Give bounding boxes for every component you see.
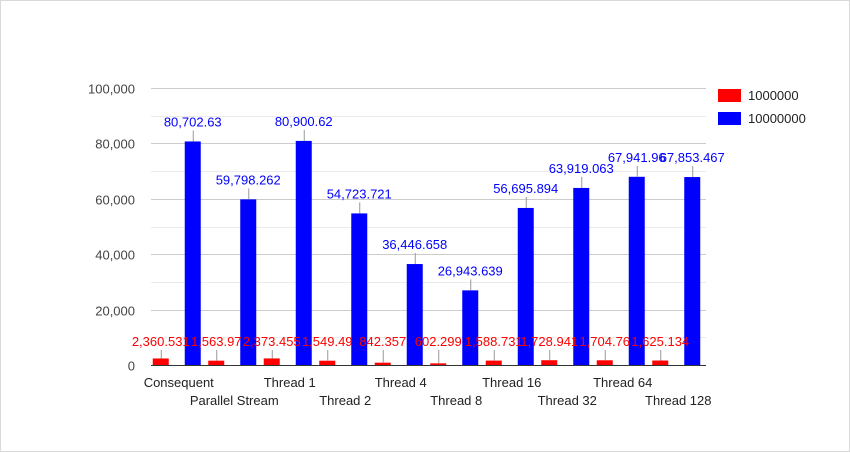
bar: [573, 187, 590, 365]
data-label: 602.299: [415, 334, 462, 349]
bar: [517, 207, 534, 365]
bar: [406, 264, 423, 365]
bar: [462, 290, 479, 365]
data-label: 80,702.63: [164, 114, 222, 129]
y-tick-label: 60,000: [95, 193, 135, 208]
bar: [628, 176, 645, 365]
data-label: 1,563.97: [191, 334, 242, 349]
bar: [184, 141, 201, 365]
bar: [652, 360, 669, 365]
bar: [240, 199, 257, 365]
bar: [351, 213, 368, 365]
y-tick-label: 0: [128, 359, 135, 374]
y-tick-label: 40,000: [95, 248, 135, 263]
bar: [374, 362, 391, 365]
x-tick-label: Consequent: [144, 375, 214, 390]
data-label: 1,588.731: [465, 334, 523, 349]
x-tick-label: Parallel Stream: [190, 393, 279, 408]
data-label: 2,360.531: [132, 334, 190, 349]
bar: [541, 360, 558, 365]
x-tick-label: Thread 2: [319, 393, 371, 408]
data-label: 26,943.639: [438, 263, 503, 278]
data-label: 56,695.894: [493, 181, 558, 196]
data-label: 1,704.76: [579, 334, 630, 349]
x-tick-label: Thread 8: [430, 393, 482, 408]
bar: [319, 360, 336, 365]
data-label: 67,941.96: [608, 150, 666, 165]
legend-swatch: [718, 89, 741, 102]
x-tick-label: Thread 64: [593, 375, 652, 390]
data-label: 36,446.658: [382, 237, 447, 252]
data-label: 1,549.49: [302, 334, 353, 349]
legend-label: 1000000: [748, 88, 799, 103]
bar: [263, 358, 280, 365]
data-label: 67,853.467: [660, 150, 725, 165]
bar: [430, 363, 447, 365]
bar: [208, 360, 225, 365]
data-label: 63,919.063: [549, 161, 614, 176]
data-label: 80,900.62: [275, 114, 333, 129]
data-label: 1,625.134: [631, 334, 689, 349]
x-tick-label: Thread 128: [645, 393, 712, 408]
data-label: 1,728.941: [520, 334, 578, 349]
y-tick-label: 100,000: [88, 82, 135, 97]
bar: [152, 358, 169, 365]
bar: [596, 360, 613, 365]
data-label: 54,723.721: [327, 186, 392, 201]
legend-label: 10000000: [748, 111, 806, 126]
legend-swatch: [718, 112, 741, 125]
y-tick-label: 20,000: [95, 304, 135, 319]
x-tick-label: Thread 1: [264, 375, 316, 390]
bar: [295, 140, 312, 365]
data-label: 2,373.455: [243, 334, 301, 349]
y-tick-label: 80,000: [95, 137, 135, 152]
x-tick-label: Thread 16: [482, 375, 541, 390]
data-label: 59,798.262: [216, 172, 281, 187]
x-tick-label: Thread 4: [375, 375, 427, 390]
bar: [684, 177, 701, 365]
bar: [485, 360, 502, 365]
data-label: 842.357: [359, 334, 406, 349]
x-tick-label: Thread 32: [538, 393, 597, 408]
